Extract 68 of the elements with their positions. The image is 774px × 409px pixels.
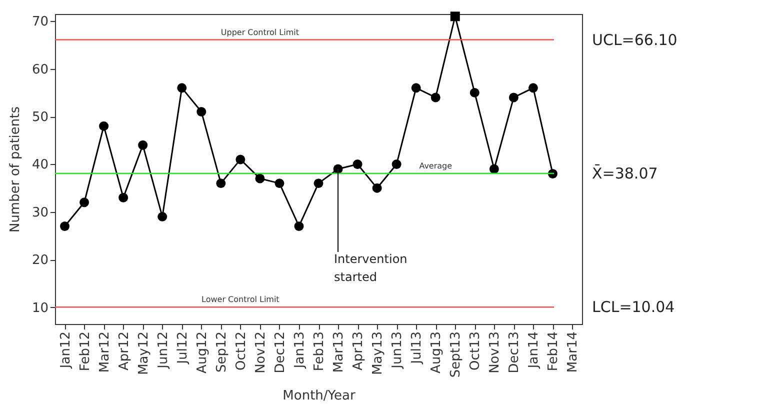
annotation: Lower Control Limit — [202, 295, 280, 304]
point — [236, 154, 246, 164]
x-tick-label: Oct13 — [468, 332, 484, 371]
point — [372, 183, 382, 193]
point — [411, 83, 421, 93]
annotation: Average — [419, 161, 452, 170]
x-tick-label: Apr12 — [116, 332, 132, 371]
point — [489, 164, 499, 174]
ref-line-label: X̄=38.07 — [592, 164, 658, 182]
ref-line-label: UCL=66.10 — [592, 30, 678, 49]
x-tick-label: Nov13 — [488, 332, 503, 374]
point — [314, 178, 324, 188]
point — [508, 92, 518, 102]
point — [255, 174, 265, 184]
x-tick-label: Aug12 — [194, 332, 210, 374]
point — [99, 121, 109, 131]
annotation: Upper Control Limit — [220, 28, 299, 37]
point — [470, 88, 480, 98]
point — [392, 159, 402, 169]
x-tick-label: Jan14 — [526, 332, 542, 370]
x-tick-label: Sept13 — [448, 332, 464, 378]
x-tick-label: Jan13 — [292, 332, 308, 370]
point — [216, 178, 226, 188]
x-tick-label: Feb12 — [78, 332, 93, 372]
x-tick-label: Mar13 — [332, 332, 347, 373]
annotation: Intervention started — [334, 252, 408, 284]
x-tick-label: Jan12 — [58, 332, 74, 370]
x-tick-label: Mar12 — [97, 332, 112, 373]
ref-line-label: LCL=10.04 — [592, 298, 675, 316]
point — [138, 140, 148, 150]
point — [158, 212, 168, 222]
y-tick-label: 50 — [32, 110, 48, 126]
point — [118, 192, 128, 202]
x-tick-label: Nov12 — [253, 332, 268, 374]
y-tick-label: 40 — [32, 158, 48, 173]
point — [352, 159, 362, 169]
y-tick-label: 60 — [32, 62, 48, 78]
point — [430, 92, 440, 102]
x-tick-label: Dec12 — [272, 332, 288, 374]
point — [528, 83, 538, 93]
y-tick-label: 30 — [32, 205, 48, 220]
x-tick-label: Mar14 — [566, 332, 581, 373]
x-tick-label: Feb14 — [546, 332, 562, 372]
y-axis-title: Number of patients — [8, 106, 23, 233]
x-tick-label: Jun13 — [390, 332, 406, 370]
x-tick-label: Jul12 — [175, 332, 190, 365]
x-tick-label: May13 — [370, 332, 386, 375]
point — [294, 221, 304, 231]
y-tick-label: 70 — [32, 14, 48, 30]
point — [548, 169, 558, 179]
x-tick-label: Jun12 — [156, 332, 171, 370]
x-tick-label: Sep12 — [214, 332, 230, 373]
x-tick-label: Apr13 — [351, 332, 366, 371]
x-axis-title: Month/Year — [282, 388, 356, 404]
x-tick-label: Oct12 — [234, 332, 249, 371]
point — [60, 221, 70, 231]
y-tick-label: 20 — [32, 253, 48, 268]
x-tick-label: Feb13 — [312, 332, 327, 372]
point — [274, 178, 284, 188]
x-tick-label: May12 — [136, 332, 152, 375]
x-tick-label: Dec13 — [507, 332, 522, 374]
point — [177, 83, 187, 93]
point — [450, 12, 460, 22]
x-tick-label: Aug13 — [429, 332, 444, 374]
point — [80, 198, 90, 208]
y-tick-label: 10 — [32, 300, 48, 316]
x-tick-label: Jul13 — [410, 332, 425, 365]
point — [196, 107, 206, 117]
